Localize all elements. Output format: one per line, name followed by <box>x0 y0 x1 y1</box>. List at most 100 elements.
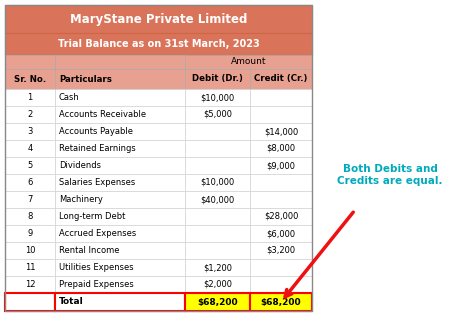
Bar <box>185 89 250 106</box>
Bar <box>185 69 250 89</box>
Bar <box>5 5 312 311</box>
Bar <box>5 259 55 276</box>
Text: 5: 5 <box>27 161 33 170</box>
Text: Credit (Cr.): Credit (Cr.) <box>255 75 308 83</box>
Bar <box>185 157 250 174</box>
Bar <box>5 208 55 225</box>
Bar <box>55 55 185 69</box>
Text: Accounts Payable: Accounts Payable <box>59 127 133 136</box>
Bar <box>185 106 250 123</box>
Text: 10: 10 <box>25 246 35 255</box>
Bar <box>5 157 55 174</box>
Text: Sr. No.: Sr. No. <box>14 75 46 83</box>
Bar <box>55 242 185 259</box>
Bar <box>55 106 185 123</box>
Bar <box>185 242 250 259</box>
Bar <box>5 55 185 69</box>
Text: $6,000: $6,000 <box>266 229 296 238</box>
Text: $3,200: $3,200 <box>266 246 296 255</box>
Bar <box>55 293 185 311</box>
Bar <box>185 225 250 242</box>
Bar <box>55 174 185 191</box>
Text: Debit (Dr.): Debit (Dr.) <box>192 75 243 83</box>
Text: Cash: Cash <box>59 93 80 102</box>
Bar <box>5 33 312 55</box>
Bar <box>55 89 185 106</box>
Bar <box>250 140 312 157</box>
Bar <box>250 123 312 140</box>
Text: Trial Balance as on 31st March, 2023: Trial Balance as on 31st March, 2023 <box>58 39 259 49</box>
Bar <box>5 140 55 157</box>
Text: 8: 8 <box>27 212 33 221</box>
Text: 1: 1 <box>27 93 33 102</box>
Text: 3: 3 <box>27 127 33 136</box>
Bar <box>5 293 55 311</box>
Text: $10,000: $10,000 <box>201 93 235 102</box>
Text: Particulars: Particulars <box>59 75 112 83</box>
Bar <box>5 225 55 242</box>
Bar <box>250 259 312 276</box>
Text: $40,000: $40,000 <box>201 195 235 204</box>
Bar <box>250 174 312 191</box>
Bar <box>55 276 185 293</box>
Text: 6: 6 <box>27 178 33 187</box>
Bar <box>185 55 312 69</box>
Bar <box>185 293 250 311</box>
Text: 7: 7 <box>27 195 33 204</box>
Text: $8,000: $8,000 <box>266 144 296 153</box>
Text: Both Debits and
Credits are equal.: Both Debits and Credits are equal. <box>337 164 443 186</box>
Text: 9: 9 <box>27 229 33 238</box>
Text: Retained Earnings: Retained Earnings <box>59 144 136 153</box>
Bar <box>55 225 185 242</box>
Text: 2: 2 <box>27 110 33 119</box>
Text: $14,000: $14,000 <box>264 127 298 136</box>
Bar <box>250 208 312 225</box>
Text: Prepaid Expenses: Prepaid Expenses <box>59 280 134 289</box>
Text: $1,200: $1,200 <box>203 263 232 272</box>
Text: $68,200: $68,200 <box>197 297 238 306</box>
Bar <box>5 174 55 191</box>
Bar <box>5 191 55 208</box>
Text: 11: 11 <box>25 263 35 272</box>
Text: 4: 4 <box>27 144 33 153</box>
Bar <box>185 140 250 157</box>
Text: Total: Total <box>59 297 84 306</box>
Text: $5,000: $5,000 <box>203 110 232 119</box>
Bar <box>55 259 185 276</box>
Text: MaryStane Private Limited: MaryStane Private Limited <box>70 13 247 26</box>
Bar <box>55 191 185 208</box>
Text: Utilities Expenses: Utilities Expenses <box>59 263 134 272</box>
Text: $10,000: $10,000 <box>201 178 235 187</box>
Bar <box>55 140 185 157</box>
Bar <box>55 157 185 174</box>
Text: $2,000: $2,000 <box>203 280 232 289</box>
Text: Salaries Expenses: Salaries Expenses <box>59 178 135 187</box>
Bar <box>5 123 55 140</box>
Text: Dividends: Dividends <box>59 161 101 170</box>
Bar <box>185 174 250 191</box>
Text: $28,000: $28,000 <box>264 212 298 221</box>
Bar <box>55 208 185 225</box>
Bar <box>5 5 312 33</box>
Bar <box>185 276 250 293</box>
Text: Accrued Expenses: Accrued Expenses <box>59 229 136 238</box>
Bar <box>5 69 55 89</box>
Bar <box>185 191 250 208</box>
Bar <box>5 242 55 259</box>
Bar <box>185 208 250 225</box>
Bar <box>250 242 312 259</box>
Text: Accounts Receivable: Accounts Receivable <box>59 110 146 119</box>
Bar <box>185 259 250 276</box>
Bar <box>55 123 185 140</box>
Text: $68,200: $68,200 <box>261 297 301 306</box>
Bar <box>250 293 312 311</box>
Bar <box>250 276 312 293</box>
Bar <box>250 106 312 123</box>
Text: Amount: Amount <box>231 58 266 66</box>
Bar <box>5 89 55 106</box>
Bar <box>185 123 250 140</box>
Bar <box>250 69 312 89</box>
Text: Rental Income: Rental Income <box>59 246 119 255</box>
Bar <box>250 225 312 242</box>
Bar <box>5 55 55 69</box>
